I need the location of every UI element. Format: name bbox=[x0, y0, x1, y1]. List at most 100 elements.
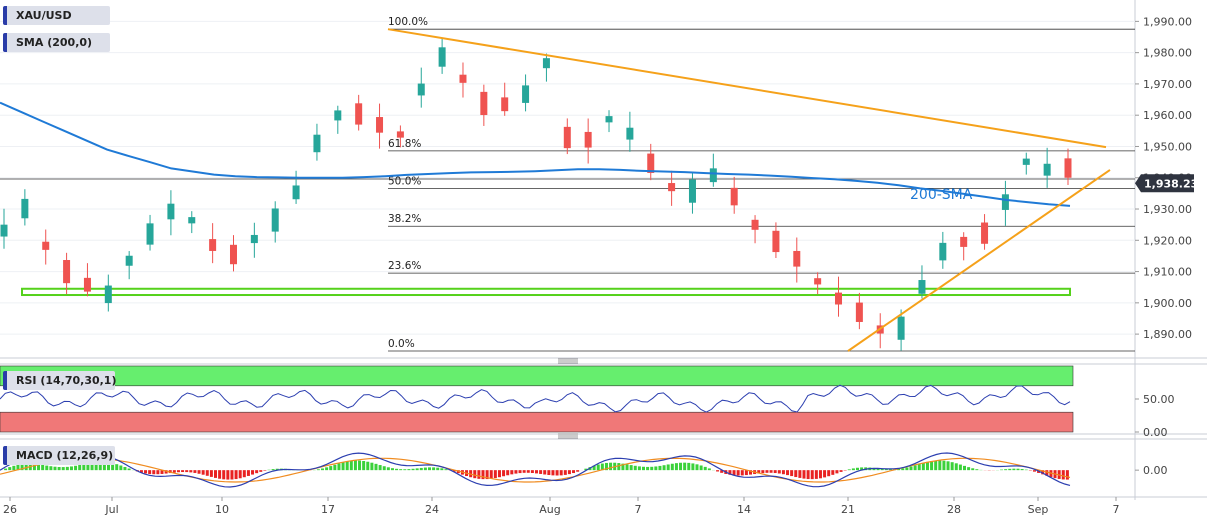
macd-histogram-bar bbox=[917, 464, 921, 471]
macd-histogram-bar bbox=[144, 470, 148, 474]
macd-histogram-bar bbox=[493, 470, 497, 479]
macd-histogram-bar bbox=[222, 470, 226, 480]
macd-histogram-bar bbox=[1016, 468, 1020, 471]
fib-level-label: 50.0% bbox=[388, 175, 421, 187]
fib-level-label: 100.0% bbox=[388, 16, 428, 28]
macd-histogram-bar bbox=[851, 468, 855, 471]
macd-histogram-bar bbox=[831, 470, 835, 475]
macd-histogram-bar bbox=[497, 470, 501, 478]
support-zone-box bbox=[21, 287, 1071, 297]
macd-histogram-bar bbox=[160, 470, 164, 474]
candle-body bbox=[417, 83, 425, 96]
macd-histogram-bar bbox=[728, 470, 732, 475]
candle-body bbox=[0, 224, 8, 237]
macd-histogram-bar bbox=[860, 467, 864, 471]
macd-histogram-bar bbox=[201, 470, 205, 475]
macd-histogram-bar bbox=[90, 462, 94, 471]
macd-histogram-bar bbox=[790, 470, 794, 477]
macd-histogram-bar bbox=[333, 464, 337, 471]
macd-histogram-bar bbox=[703, 466, 707, 471]
candle-body bbox=[522, 85, 530, 103]
macd-histogram-bar bbox=[687, 462, 691, 471]
macd-histogram-bar bbox=[193, 470, 197, 473]
candles bbox=[0, 37, 1072, 351]
candle-body bbox=[584, 131, 592, 148]
macd-histogram-bar bbox=[617, 463, 621, 471]
macd-histogram-bar bbox=[230, 470, 234, 480]
candle-body bbox=[1022, 158, 1030, 165]
macd-histogram-bar bbox=[1045, 470, 1049, 476]
macd-histogram-bar bbox=[925, 461, 929, 471]
macd-histogram-bar bbox=[255, 470, 259, 474]
macd-histogram-bar bbox=[263, 470, 267, 471]
candle-body bbox=[396, 131, 404, 138]
rsi-indicator-badge[interactable]: RSI (14,70,30,1) bbox=[3, 371, 116, 390]
macd-histogram-bar bbox=[94, 462, 98, 471]
candle-body bbox=[605, 116, 613, 123]
macd-histogram-bar bbox=[37, 464, 41, 471]
macd-histogram-bar bbox=[609, 462, 613, 471]
macd-histogram-bar bbox=[506, 470, 510, 476]
macd-histogram-bar bbox=[835, 470, 839, 474]
macd-histogram-bar bbox=[535, 470, 538, 474]
sma-indicator-badge[interactable]: SMA (200,0) bbox=[3, 33, 110, 52]
candle-body bbox=[271, 208, 279, 232]
fib-level-label: 61.8% bbox=[388, 138, 421, 150]
macd-histogram-bar bbox=[69, 466, 73, 471]
candle-body bbox=[292, 185, 300, 200]
resistance-trendline bbox=[387, 28, 1107, 149]
macd-indicator-badge[interactable]: MACD (12,26,9) bbox=[3, 446, 115, 465]
last-price-marker bbox=[1135, 174, 1194, 193]
macd-histogram-bar bbox=[411, 468, 415, 471]
macd-histogram-bar bbox=[181, 470, 185, 473]
macd-histogram-bar bbox=[428, 467, 431, 471]
macd-histogram-bar bbox=[74, 465, 78, 471]
macd-histogram-bar bbox=[650, 466, 654, 471]
macd-histogram-bar bbox=[123, 466, 127, 471]
macd-histogram-bar bbox=[913, 465, 917, 471]
candle-body bbox=[83, 277, 91, 292]
macd-histogram-bar bbox=[679, 462, 683, 471]
macd-histogram-bar bbox=[646, 466, 650, 471]
candle-body bbox=[21, 198, 29, 219]
macd-histogram-bar bbox=[769, 470, 773, 473]
fib-level-label: 23.6% bbox=[388, 260, 421, 272]
macd-histogram-bar bbox=[390, 468, 394, 471]
macd-histogram-bar bbox=[563, 470, 567, 475]
macd-histogram-bar bbox=[234, 470, 238, 480]
x-tick-label: 7 bbox=[1113, 503, 1120, 516]
macd-histogram-bar bbox=[818, 470, 822, 479]
macd-histogram-bar bbox=[740, 470, 744, 476]
macd-histogram-bar bbox=[329, 466, 333, 471]
macd-histogram-bar bbox=[386, 467, 390, 471]
x-tick-label: 21 bbox=[841, 503, 855, 516]
macd-histogram-bar bbox=[946, 461, 950, 471]
support-trendline bbox=[847, 169, 1111, 352]
macd-histogram-bar bbox=[477, 470, 481, 479]
macd-histogram-bar bbox=[214, 470, 217, 478]
symbol-badge[interactable]: XAU/USD bbox=[3, 6, 110, 25]
candle-body bbox=[376, 117, 384, 133]
macd-histogram-bar bbox=[82, 464, 86, 471]
macd-histogram-bar bbox=[242, 470, 246, 478]
macd-histogram-bar bbox=[481, 470, 485, 480]
macd-histogram-bar bbox=[148, 470, 152, 474]
macd-histogram-bar bbox=[1004, 469, 1008, 471]
macd-histogram-bar bbox=[325, 467, 329, 471]
macd-histogram-bar bbox=[716, 470, 720, 472]
macd-histogram-bar bbox=[551, 470, 555, 476]
last-price-label: 1,938.23 bbox=[1144, 177, 1198, 190]
macd-histogram-bar bbox=[802, 470, 806, 479]
macd-histogram-bar bbox=[378, 465, 382, 471]
candle-body bbox=[1043, 163, 1051, 176]
macd-histogram-bar bbox=[559, 470, 563, 476]
candle-body bbox=[1001, 194, 1009, 210]
macd-histogram-bar bbox=[629, 465, 633, 471]
macd-histogram-bar bbox=[1065, 470, 1069, 480]
macd-histogram-bar bbox=[921, 462, 925, 471]
macd-histogram-bar bbox=[382, 466, 386, 471]
macd-histogram-bar bbox=[316, 469, 320, 471]
candle-body bbox=[334, 110, 342, 121]
